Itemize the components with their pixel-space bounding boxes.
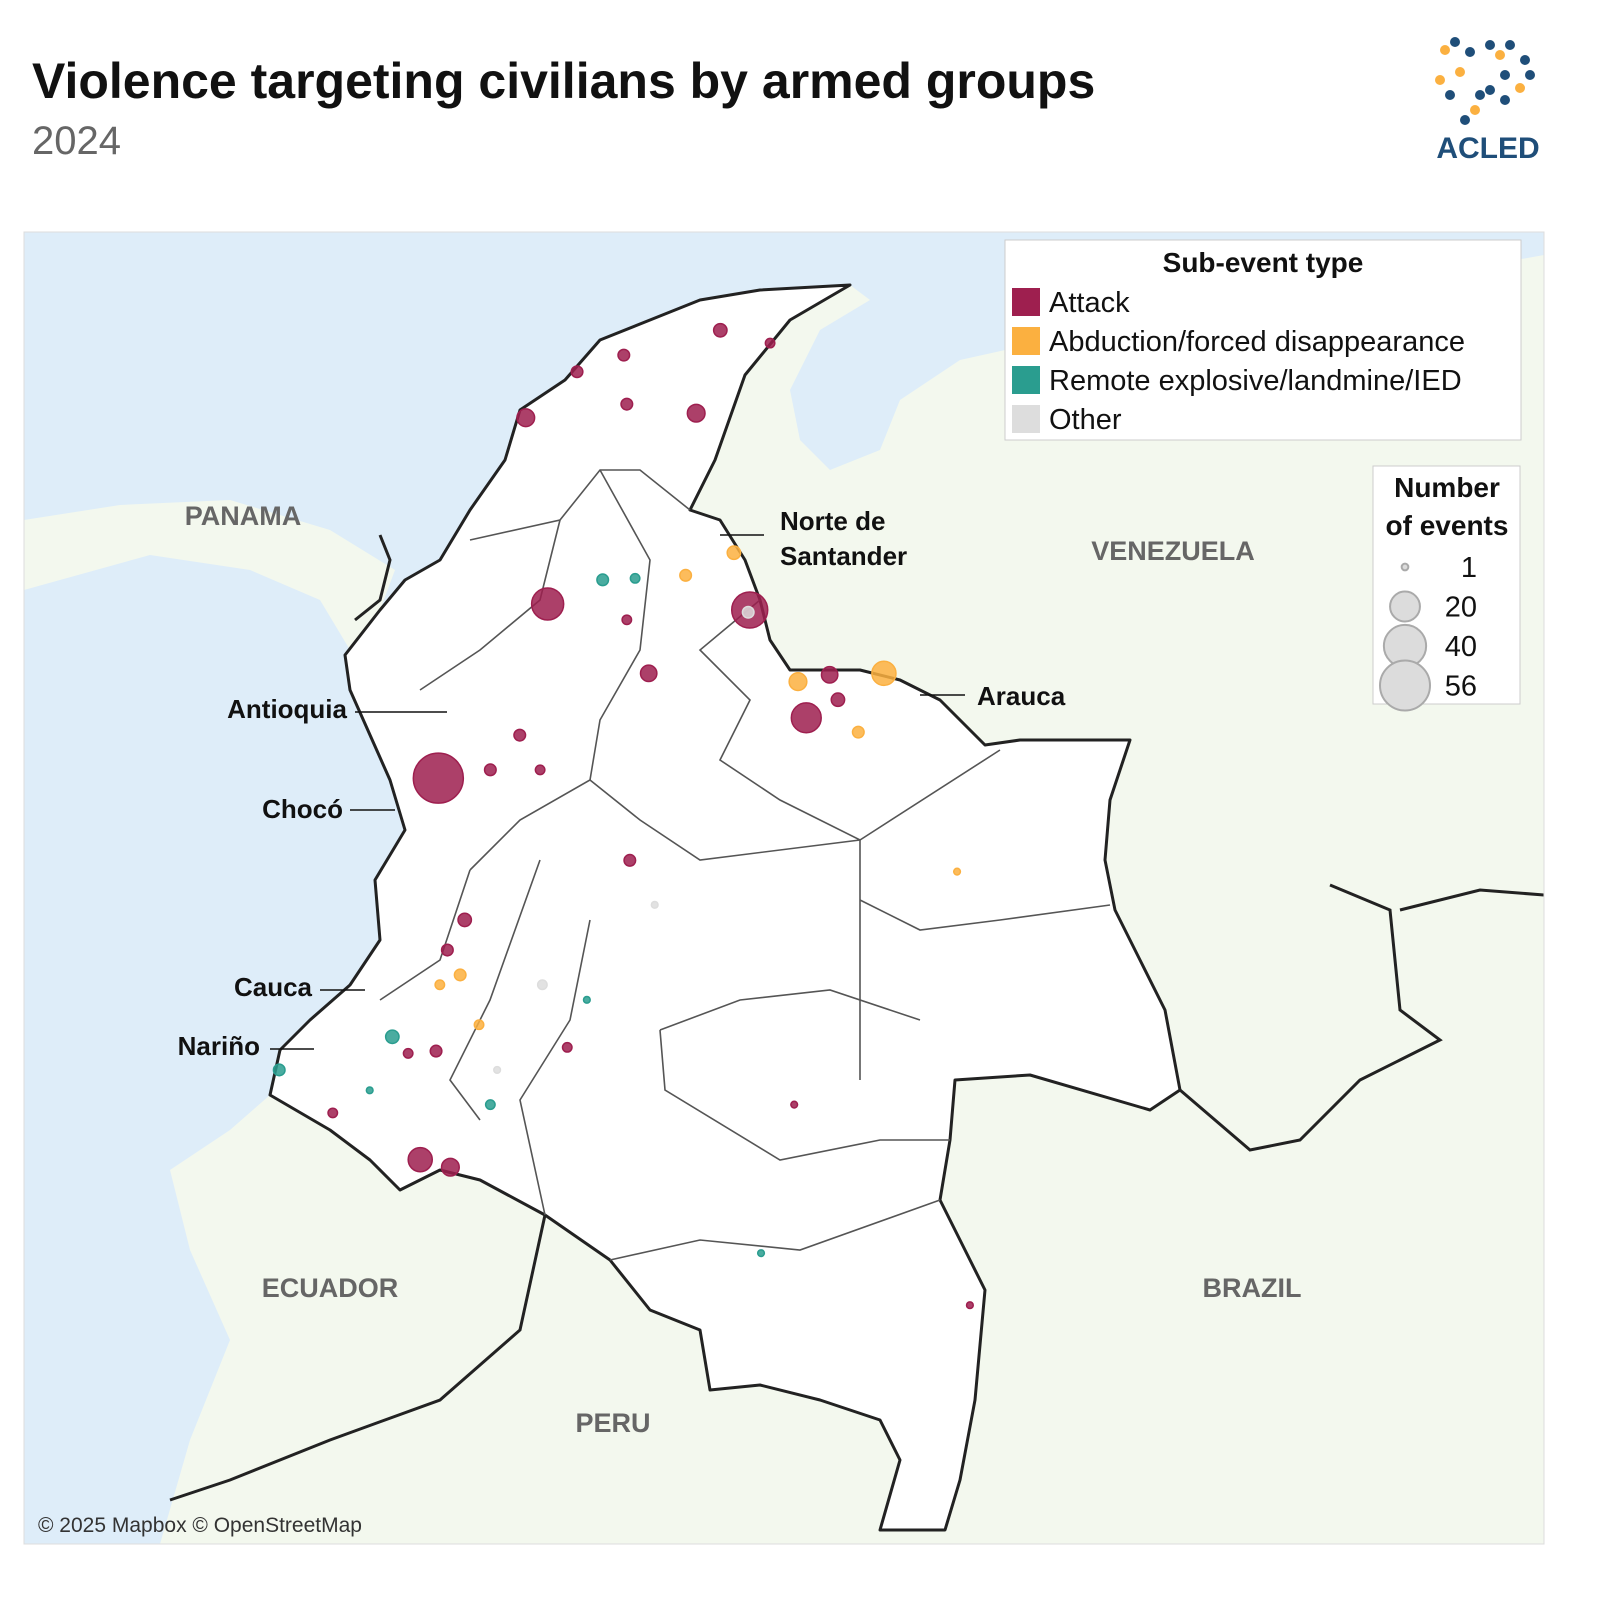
event-point	[440, 1157, 460, 1177]
size-legend-label: 56	[1445, 671, 1477, 703]
event-point	[756, 1249, 766, 1258]
region-label: Norte de	[780, 506, 885, 536]
size-legend: Number of events 1 20 40 56	[1372, 465, 1521, 712]
title: Violence targeting civilians by armed gr…	[32, 53, 1095, 109]
event-point	[620, 397, 634, 411]
event-point	[327, 1107, 339, 1119]
event-point	[623, 853, 637, 867]
country-label: PANAMA	[185, 501, 302, 531]
event-point	[952, 867, 962, 876]
legend-title: Sub-event type	[1163, 247, 1364, 278]
event-point	[534, 764, 546, 776]
event-point	[790, 1100, 799, 1109]
attribution: © 2025 Mapbox © OpenStreetMap	[38, 1514, 362, 1537]
event-point	[457, 912, 473, 928]
legend-label: Remote explosive/landmine/IED	[1049, 365, 1462, 397]
event-point	[429, 1044, 443, 1058]
size-legend-label: 20	[1445, 592, 1477, 624]
map-frame	[23, 231, 1545, 1545]
legend-swatch	[1012, 405, 1040, 433]
event-point	[851, 725, 865, 739]
event-point	[820, 665, 839, 684]
legend-label: Abduction/forced disappearance	[1049, 326, 1465, 358]
event-point	[516, 408, 536, 428]
legend: Sub-event type Attack Abduction/forced di…	[1004, 239, 1522, 441]
legend-swatch	[1012, 366, 1040, 394]
size-legend-label: 1	[1461, 552, 1477, 584]
event-point	[453, 968, 467, 982]
event-point	[621, 614, 633, 626]
event-point	[788, 672, 808, 692]
event-point	[965, 1301, 974, 1310]
event-point	[582, 995, 591, 1004]
event-point	[830, 692, 846, 708]
event-point	[434, 979, 446, 991]
event-point	[484, 1099, 496, 1111]
subtitle: 2024	[32, 119, 121, 163]
event-point	[617, 348, 631, 362]
event-point	[726, 545, 742, 561]
legend-swatch	[1012, 288, 1040, 316]
size-legend-circle	[1389, 590, 1421, 623]
country-label: BRAZIL	[1203, 1273, 1302, 1303]
event-point	[384, 1029, 400, 1045]
event-point	[473, 1019, 485, 1031]
event-point	[570, 365, 584, 379]
event-point	[272, 1063, 286, 1077]
region-label: Antioquia	[227, 694, 347, 724]
event-point	[741, 605, 755, 619]
legend-label: Attack	[1049, 287, 1130, 319]
leader-lines	[270, 534, 965, 1050]
country-label: VENEZUELA	[1091, 536, 1255, 566]
event-point	[629, 572, 641, 584]
event-point	[493, 1065, 502, 1075]
event-point	[530, 587, 565, 621]
size-legend-circle	[1379, 659, 1431, 712]
event-point	[402, 1047, 414, 1059]
legend-label: Other	[1049, 404, 1122, 436]
event-point	[483, 763, 497, 777]
event-point	[596, 573, 610, 587]
event-point	[513, 728, 527, 742]
size-legend-title: of events	[1386, 510, 1509, 541]
event-point	[365, 1086, 374, 1095]
map-labels: PANAMA VENEZUELA ECUADOR BRAZIL PERU Nor…	[178, 501, 1302, 1438]
event-point	[686, 403, 706, 423]
logo-text: ACLED	[1436, 132, 1539, 165]
region-label: Chocó	[262, 794, 343, 824]
size-legend-label: 40	[1445, 631, 1477, 663]
event-point	[412, 752, 465, 804]
legend-swatch	[1012, 327, 1040, 355]
events-layer	[272, 322, 974, 1310]
region-label: Arauca	[977, 681, 1066, 711]
region-label: Santander	[780, 541, 907, 571]
region-label: Nariño	[178, 1031, 260, 1061]
size-legend-circle	[1400, 562, 1410, 572]
event-point	[712, 322, 728, 338]
event-point	[639, 664, 658, 683]
event-point	[764, 337, 776, 349]
event-point	[871, 660, 897, 687]
logo: ACLED	[1435, 37, 1540, 165]
event-point	[536, 979, 548, 991]
legend-box	[1004, 239, 1522, 441]
event-point	[650, 900, 659, 909]
country-label: PERU	[575, 1408, 650, 1438]
event-point	[790, 702, 822, 734]
basemap	[24, 232, 1544, 1544]
event-point	[561, 1041, 573, 1053]
event-point	[407, 1146, 434, 1173]
country-label: ECUADOR	[262, 1273, 399, 1303]
event-point	[440, 943, 454, 957]
size-legend-title: Number	[1394, 472, 1500, 503]
region-label: Cauca	[234, 972, 313, 1002]
event-point	[679, 568, 693, 582]
